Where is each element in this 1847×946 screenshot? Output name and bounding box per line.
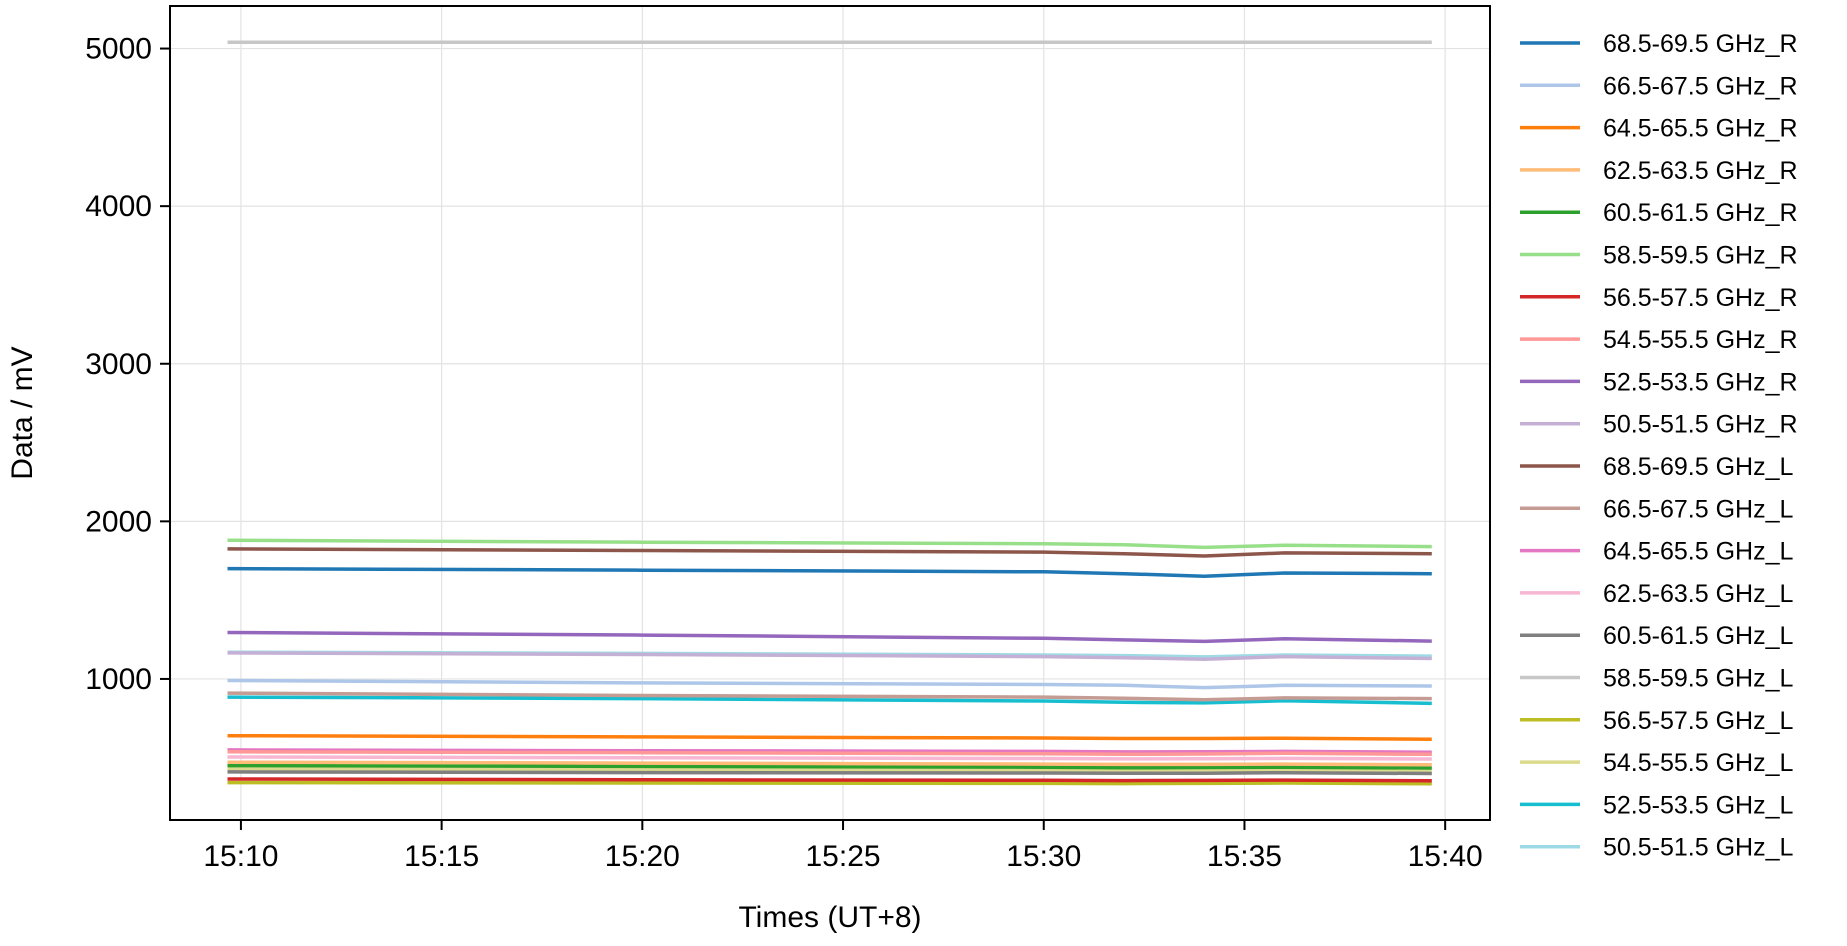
y-axis-label: Data / mV xyxy=(6,346,39,479)
x-tick-label: 15:40 xyxy=(1408,840,1483,873)
legend-label: 60.5-61.5 GHz_R xyxy=(1603,199,1798,227)
legend-label: 68.5-69.5 GHz_L xyxy=(1603,453,1793,481)
legend-item: 54.5-55.5 GHz_R xyxy=(1520,326,1798,354)
legend-item: 66.5-67.5 GHz_R xyxy=(1520,72,1798,100)
x-axis-label: Times (UT+8) xyxy=(738,901,921,934)
legend-item: 60.5-61.5 GHz_L xyxy=(1520,622,1793,650)
series-line-60-5-61-5-ghz-r xyxy=(227,763,1432,770)
y-tick-label: 2000 xyxy=(85,505,152,538)
legend-label: 64.5-65.5 GHz_L xyxy=(1603,538,1793,566)
legend-label: 50.5-51.5 GHz_L xyxy=(1603,834,1793,862)
series-line-54-5-55-5-ghz-r xyxy=(227,750,1432,757)
series-line-66-5-67-5-ghz-l xyxy=(227,691,1432,702)
legend-label: 56.5-57.5 GHz_L xyxy=(1603,707,1793,735)
series-line-60-5-61-5-ghz-l xyxy=(227,770,1432,776)
legend-label: 68.5-69.5 GHz_R xyxy=(1603,30,1798,58)
x-tick-label: 15:25 xyxy=(806,840,881,873)
legend-label: 64.5-65.5 GHz_R xyxy=(1603,115,1798,143)
series-line-56-5-57-5-ghz-r xyxy=(227,777,1432,783)
series-line-66-5-67-5-ghz-r xyxy=(227,678,1432,690)
legend-item: 68.5-69.5 GHz_L xyxy=(1520,453,1793,481)
legend-item: 52.5-53.5 GHz_R xyxy=(1520,368,1798,396)
series-line-68-5-69-5-ghz-l xyxy=(227,547,1432,558)
series-line-58-5-59-5-ghz-r xyxy=(227,538,1432,550)
legend-label: 58.5-59.5 GHz_R xyxy=(1603,242,1798,270)
legend-label: 52.5-53.5 GHz_L xyxy=(1603,791,1793,819)
legend-item: 62.5-63.5 GHz_R xyxy=(1520,157,1798,185)
y-tick-label: 3000 xyxy=(85,348,152,381)
series-line-64-5-65-5-ghz-l xyxy=(227,748,1432,754)
legend-item: 58.5-59.5 GHz_R xyxy=(1520,242,1798,270)
legend-item: 56.5-57.5 GHz_L xyxy=(1520,707,1793,735)
legend-item: 58.5-59.5 GHz_L xyxy=(1520,665,1793,693)
legend-item: 50.5-51.5 GHz_R xyxy=(1520,411,1798,439)
legend-label: 50.5-51.5 GHz_R xyxy=(1603,411,1798,439)
x-tick-label: 15:20 xyxy=(605,840,680,873)
legend-label: 54.5-55.5 GHz_L xyxy=(1603,749,1793,777)
legend-label: 58.5-59.5 GHz_L xyxy=(1603,665,1793,693)
series-line-62-5-63-5-ghz-r xyxy=(227,760,1432,767)
series-line-50-5-51-5-ghz-r xyxy=(227,651,1432,661)
legend-item: 52.5-53.5 GHz_L xyxy=(1520,791,1793,819)
y-axis: 1000 2000 3000 4000 5000 xyxy=(85,33,170,696)
legend-item: 66.5-67.5 GHz_L xyxy=(1520,495,1793,523)
legend-item: 50.5-51.5 GHz_L xyxy=(1520,834,1793,862)
legend-item: 62.5-63.5 GHz_L xyxy=(1520,580,1793,608)
series-line-54-5-55-5-ghz-l xyxy=(227,767,1432,773)
series-line-52-5-53-5-ghz-r xyxy=(227,630,1432,644)
legend-label: 52.5-53.5 GHz_R xyxy=(1603,368,1798,396)
legend-label: 62.5-63.5 GHz_R xyxy=(1603,157,1798,185)
legend-item: 54.5-55.5 GHz_L xyxy=(1520,749,1793,777)
legend-label: 66.5-67.5 GHz_R xyxy=(1603,72,1798,100)
series-line-52-5-53-5-ghz-l xyxy=(227,695,1432,706)
legend-label: 60.5-61.5 GHz_L xyxy=(1603,622,1793,650)
legend-label: 66.5-67.5 GHz_L xyxy=(1603,495,1793,523)
plot-frame xyxy=(169,5,1491,821)
legend-item: 60.5-61.5 GHz_R xyxy=(1520,199,1798,227)
legend-item: 56.5-57.5 GHz_R xyxy=(1520,284,1798,312)
grid xyxy=(170,6,1490,820)
x-tick-label: 15:10 xyxy=(203,840,278,873)
y-tick-label: 5000 xyxy=(85,33,152,66)
series-line-56-5-57-5-ghz-l xyxy=(227,780,1432,786)
x-tick-label: 15:15 xyxy=(404,840,479,873)
series-line-62-5-63-5-ghz-l xyxy=(227,755,1432,761)
y-tick-label: 1000 xyxy=(85,663,152,696)
x-tick-label: 15:35 xyxy=(1207,840,1282,873)
y-tick-label: 4000 xyxy=(85,190,152,223)
legend: 68.5-69.5 GHz_R 66.5-67.5 GHz_R 64.5-65.5 … xyxy=(1520,30,1798,862)
x-tick-label: 15:30 xyxy=(1006,840,1081,873)
x-axis: 15:10 15:15 15:20 15:25 15:30 15:35 15:40 xyxy=(203,820,1483,873)
series-line-68-5-69-5-ghz-r xyxy=(227,566,1432,578)
series-line-64-5-65-5-ghz-r xyxy=(227,733,1432,741)
series-lines xyxy=(227,40,1432,786)
legend-label: 62.5-63.5 GHz_L xyxy=(1603,580,1793,608)
legend-item: 64.5-65.5 GHz_R xyxy=(1520,115,1798,143)
legend-item: 64.5-65.5 GHz_L xyxy=(1520,538,1793,566)
legend-label: 56.5-57.5 GHz_R xyxy=(1603,284,1798,312)
legend-label: 54.5-55.5 GHz_R xyxy=(1603,326,1798,354)
legend-item: 68.5-69.5 GHz_R xyxy=(1520,30,1798,58)
